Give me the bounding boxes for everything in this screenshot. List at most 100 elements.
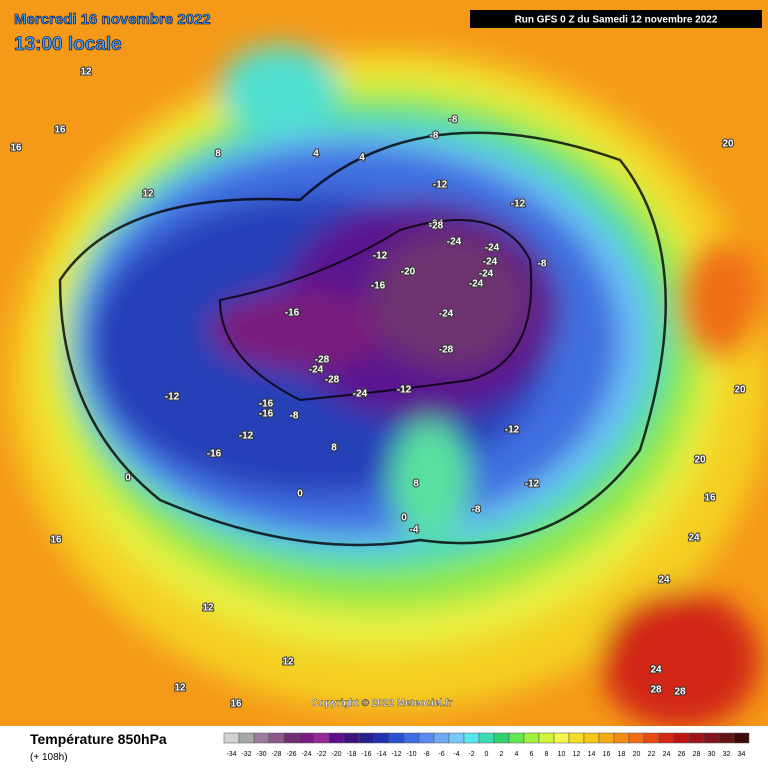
contour-label: -16 (259, 409, 274, 420)
legend-title: Température 850hPa (30, 731, 167, 747)
colorbar-label: -24 (301, 751, 311, 758)
contour-label: -24 (447, 237, 462, 248)
colorbar-label: 10 (558, 751, 566, 758)
contour-label: 8 (331, 443, 337, 454)
colorbar-label: -14 (376, 751, 386, 758)
colorbar-swatch (238, 732, 255, 744)
contour-label: 24 (688, 533, 700, 544)
contour-label: -12 (165, 392, 180, 403)
colorbar-label: 22 (648, 751, 656, 758)
colorbar-swatch (733, 732, 750, 744)
contour-label: 20 (734, 385, 746, 396)
contour-label: -12 (525, 479, 540, 490)
colorbar-label: 28 (693, 751, 701, 758)
colorbar-swatch (703, 732, 720, 744)
run-info: Run GFS 0 Z du Samedi 12 novembre 2022 (515, 15, 718, 26)
copyright: Copyright © 2022 Meteociel.fr (312, 698, 453, 709)
contour-label: -12 (239, 431, 254, 442)
contour-label: 12 (80, 67, 92, 78)
date: Mercredi 16 novembre 2022 (14, 11, 211, 28)
contour-label: -24 (483, 257, 498, 268)
colorbar-label: -34 (226, 751, 236, 758)
contour-label: -12 (433, 180, 448, 191)
colorbar-label: 0 (485, 751, 489, 758)
colorbar-swatch (673, 732, 690, 744)
colorbar-swatch (253, 732, 270, 744)
contour-label: 12 (142, 189, 154, 200)
colorbar-label: -18 (346, 751, 356, 758)
colorbar-label: -16 (361, 751, 371, 758)
colorbar-label: -22 (316, 751, 326, 758)
contour-label: 20 (694, 455, 706, 466)
colorbar-swatch (478, 732, 495, 744)
colorbar-label: -6 (438, 751, 444, 758)
colorbar-swatch (223, 732, 240, 744)
colorbar-label: 8 (545, 751, 549, 758)
forecast-lead: (+ 108h) (30, 752, 68, 763)
contour-label: 0 (297, 489, 303, 500)
contour-label: 16 (230, 699, 242, 710)
contour-label: -24 (309, 365, 324, 376)
contour-label: 28 (650, 685, 662, 696)
contour-label: 0 (401, 513, 407, 524)
contour-label: 12 (174, 683, 186, 694)
contour-label: -12 (505, 425, 520, 436)
colorbar-label: 16 (603, 751, 611, 758)
contour-label: -12 (397, 385, 412, 396)
temperature-field: -24-28-24-24-24-24-20-24-24-28-28-24-28-… (0, 0, 768, 726)
contour-label: -8 (449, 115, 458, 126)
colorbar-swatch (418, 732, 435, 744)
colorbar-swatch (328, 732, 345, 744)
colorbar-swatch (658, 732, 675, 744)
colorbar-swatch (613, 732, 630, 744)
contour-label: -16 (371, 281, 386, 292)
colorbar-swatch (268, 732, 285, 744)
colorbar-swatch (583, 732, 600, 744)
contour-label: -28 (315, 355, 330, 366)
contour-label: 16 (54, 125, 66, 136)
colorbar-swatch (628, 732, 645, 744)
contour-label: -8 (290, 411, 299, 422)
contour-label: -4 (410, 525, 419, 536)
local-time: 13:00 locale (14, 34, 122, 55)
colorbar-label: -8 (423, 751, 429, 758)
contour-label: 16 (10, 143, 22, 154)
colorbar-label: -20 (331, 751, 341, 758)
colorbar-swatch (448, 732, 465, 744)
colorbar-label: 26 (678, 751, 686, 758)
colorbar-swatch (643, 732, 660, 744)
colorbar-swatch (508, 732, 525, 744)
colorbar-label: 34 (738, 751, 746, 758)
contour-label: -12 (373, 251, 388, 262)
contour-label: 20 (722, 139, 734, 150)
contour-label: -20 (401, 267, 416, 278)
colorbar-label: -30 (256, 751, 266, 758)
colorbar-swatch (388, 732, 405, 744)
colorbar-swatch (343, 732, 360, 744)
colorbar-swatch (688, 732, 705, 744)
contour-label: -16 (207, 449, 222, 460)
colorbar-label: -32 (241, 751, 251, 758)
contour-label: -24 (353, 389, 368, 400)
contour-label: -24 (485, 243, 500, 254)
contour-label: -16 (285, 308, 300, 319)
colorbar-swatch (358, 732, 375, 744)
colorbar-label: 14 (588, 751, 596, 758)
contour-label: 12 (282, 657, 294, 668)
contour-label: 0 (125, 473, 131, 484)
colorbar-label: -10 (406, 751, 416, 758)
colorbar-swatch (553, 732, 570, 744)
colorbar-label: -28 (271, 751, 281, 758)
contour-label: 8 (215, 149, 221, 160)
colorbar-swatch (298, 732, 315, 744)
colorbar: -34 -32 -30 -28 -26 -24 -22 -20 -18 -16 -14 -12 -10-… (223, 732, 750, 758)
colorbar-label: 32 (723, 751, 731, 758)
contour-label: 4 (313, 149, 319, 160)
colorbar-label: -4 (453, 751, 459, 758)
colorbar-label: -2 (468, 751, 474, 758)
run-box (470, 10, 762, 28)
colorbar-swatch (463, 732, 480, 744)
colorbar-swatch (493, 732, 510, 744)
contour-label: 24 (650, 665, 662, 676)
